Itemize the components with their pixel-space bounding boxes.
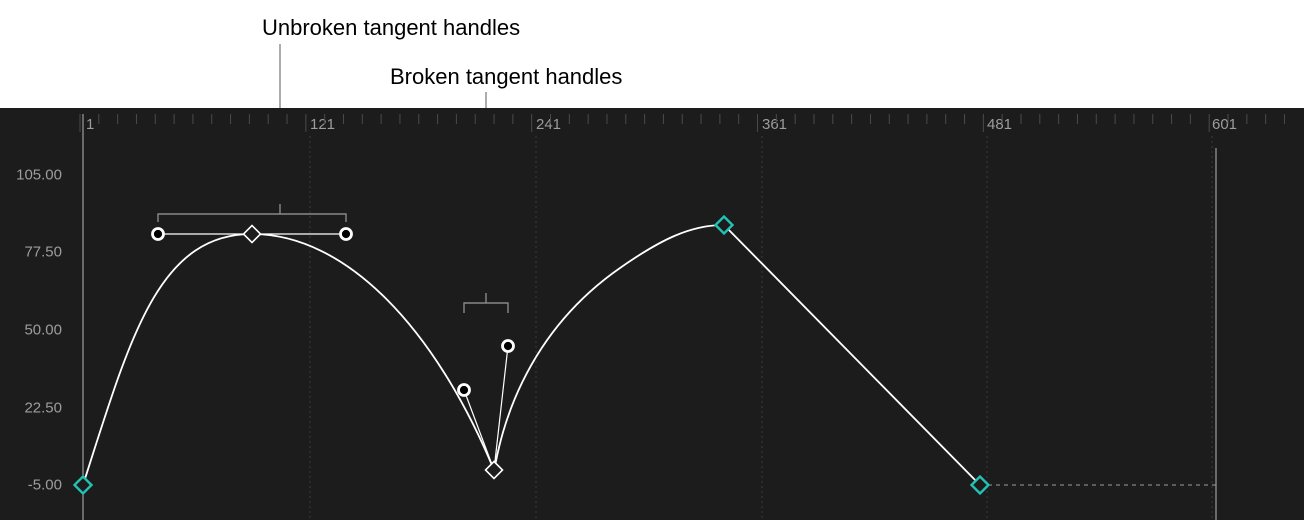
callout-bracket-broken: [464, 293, 508, 313]
graph-svg[interactable]: [0, 108, 1304, 520]
animation-curve[interactable]: [83, 225, 980, 485]
tangent-line[interactable]: [494, 346, 508, 470]
diamond-icon: [75, 477, 92, 494]
keyframe-graph-panel: 105.00 77.50 50.00 22.50 -5.00 1 121 241…: [0, 108, 1304, 520]
tangent-handle[interactable]: [341, 229, 352, 240]
tangent-line[interactable]: [464, 390, 494, 470]
keyframe-k1[interactable]: [244, 226, 261, 243]
callout-bracket-unbroken: [158, 204, 346, 222]
tangent-handle[interactable]: [503, 341, 514, 352]
timeline-ticks: [80, 114, 1284, 132]
diamond-icon: [486, 462, 503, 479]
keyframe-k2[interactable]: [486, 462, 503, 479]
keyframe-k0[interactable]: [75, 477, 92, 494]
root: Unbroken tangent handles Broken tangent …: [0, 0, 1304, 532]
tangent-handle[interactable]: [459, 385, 470, 396]
diamond-icon: [244, 226, 261, 243]
tangent-handle[interactable]: [153, 229, 164, 240]
